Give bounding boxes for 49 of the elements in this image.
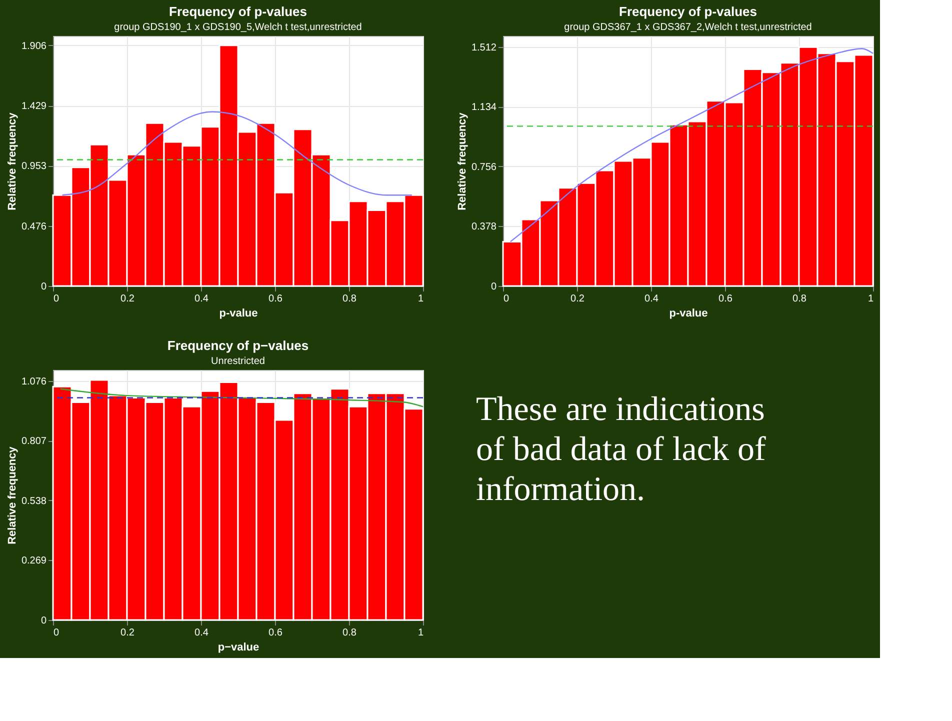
x-tick-label: 0.8 [792, 294, 807, 304]
x-tick-label: 0.2 [120, 294, 135, 304]
y-tick-label: 0.269 [21, 556, 47, 567]
y-tick-label: 1.512 [471, 42, 497, 54]
x-tick-label: 0.2 [570, 294, 585, 304]
y-tick-label: 1.906 [21, 40, 47, 52]
x-tick-label: 1 [418, 628, 424, 638]
y-axis-title: Relative frequency [6, 446, 18, 544]
y-tick-label: 1.134 [471, 102, 497, 114]
y-tick-label: 0.807 [21, 436, 47, 448]
y-tick-label: 0.378 [471, 222, 497, 233]
y-tick-label: 1.076 [21, 376, 47, 388]
y-tick-label: 0 [40, 616, 47, 626]
x-tick-label: 0 [504, 294, 510, 304]
y-tick-label: 0.476 [21, 221, 47, 232]
x-tick-label: 0.4 [194, 294, 209, 304]
x-tick-label: 0.4 [644, 294, 659, 304]
y-tick-label: 0.756 [471, 162, 497, 173]
y-tick-label: 1.429 [21, 101, 47, 112]
x-tick-label: 0.6 [718, 294, 733, 304]
y-tick-label: 0.538 [21, 496, 47, 507]
chart-subtitle: Unrestricted [211, 356, 265, 367]
line-series [60, 388, 424, 408]
y-axis-title: Relative frequency [456, 112, 468, 210]
x-tick-label: 1 [418, 294, 424, 304]
x-tick-label: 0.8 [342, 628, 357, 638]
chart-subtitle: group GDS367_1 x GDS367_2,Welch t test,unrestricted [564, 22, 812, 33]
x-axis-title: p-value [219, 308, 258, 320]
x-tick-label: 0 [54, 294, 60, 304]
x-tick-label: 0.4 [194, 628, 209, 638]
x-tick-label: 0.6 [268, 628, 283, 638]
x-tick-label: 1 [868, 294, 874, 304]
line-series [62, 111, 412, 196]
x-tick-label: 0.8 [342, 294, 357, 304]
chart-title: Frequency of p-values [169, 4, 307, 19]
x-tick-label: 0 [54, 628, 60, 638]
text: These are indications of bad data of lack of information. [476, 391, 766, 508]
chart-title: Frequency of p-values [619, 4, 757, 19]
x-tick-label: 0.2 [120, 628, 135, 638]
y-tick-label: 0.953 [21, 161, 47, 172]
line-series [510, 48, 874, 242]
x-tick-label: 0.6 [268, 294, 283, 304]
chart-subtitle: group GDS190_1 x GDS190_5,Welch t test,unrestricted [114, 22, 362, 33]
y-tick-label: 0 [40, 282, 47, 292]
x-axis-title: p-value [669, 308, 708, 320]
chart-title: Frequency of p−values [167, 338, 309, 353]
x-axis-title: p−value [218, 642, 260, 654]
y-tick-label: 0 [490, 282, 497, 292]
y-axis-title: Relative frequency [6, 112, 18, 210]
